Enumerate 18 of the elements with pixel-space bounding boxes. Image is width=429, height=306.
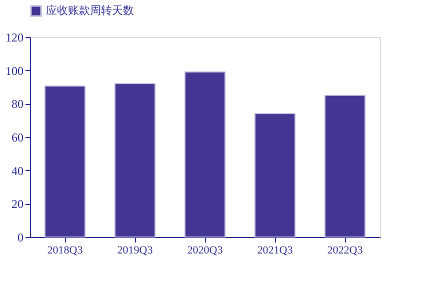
bar — [44, 86, 86, 238]
bar — [114, 83, 156, 238]
bar — [254, 113, 296, 238]
y-tick-label: 80 — [12, 97, 24, 112]
y-tick-label: 0 — [18, 230, 24, 244]
x-tick-label: 2022Q3 — [327, 244, 364, 256]
x-tick-label: 2021Q3 — [257, 244, 294, 256]
x-tick-label: 2020Q3 — [187, 244, 224, 256]
y-tick-label: 20 — [12, 197, 24, 212]
y-tick-label: 120 — [6, 30, 24, 44]
bar — [324, 94, 366, 238]
y-tick-label: 40 — [12, 164, 24, 178]
bar — [184, 72, 226, 238]
x-tick-label: 2018Q3 — [47, 244, 84, 256]
y-tick-label: 60 — [12, 130, 24, 144]
legend-label: 应收账款周转天数 — [46, 4, 134, 17]
y-tick-label: 100 — [6, 64, 24, 78]
x-tick-label: 2019Q3 — [117, 244, 154, 256]
